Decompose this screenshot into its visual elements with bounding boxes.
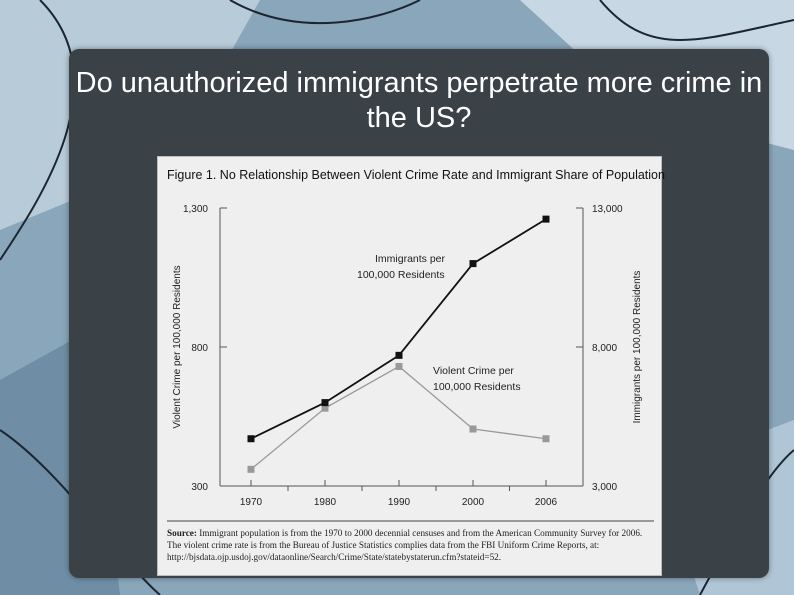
x-tick-label: 2006	[535, 497, 558, 508]
line-chart: 1,300 800 300 13,000 8,000 3,000 1970 1980 1990 2…	[167, 204, 654, 522]
immigrants-point	[321, 399, 329, 407]
x-tick-label: 1970	[240, 497, 263, 508]
left-tick-label: 300	[191, 482, 208, 493]
right-tick-label: 13,000	[592, 204, 623, 215]
source-text: Immigrant population is from the 1970 to…	[167, 528, 643, 562]
crime-series-label-line2: 100,000 Residents	[433, 381, 521, 393]
violent-crime-point	[542, 435, 550, 443]
source-label: Source:	[167, 528, 197, 538]
x-tick-label: 1990	[388, 497, 411, 508]
right-tick-label: 8,000	[592, 343, 617, 354]
right-tick-label: 3,000	[592, 482, 617, 493]
slide-title: Do unauthorized immigrants perpetrate mo…	[75, 67, 763, 134]
immigrants-point	[247, 435, 255, 443]
figure-source-note: Source: Immigrant population is from the…	[167, 527, 657, 563]
x-tick-label: 1980	[314, 497, 337, 508]
crime-series-label-line1: Violent Crime per	[433, 365, 514, 377]
right-axis-label: Immigrants per 100,000 Residents	[632, 271, 643, 424]
immigrants-point	[542, 215, 550, 223]
left-tick-label: 1,300	[183, 204, 208, 215]
violent-crime-point	[321, 404, 329, 412]
x-tick-label: 2000	[462, 497, 485, 508]
figure-title: Figure 1. No Relationship Between Violen…	[167, 168, 665, 182]
violent-crime-point	[469, 425, 477, 433]
immigrants-series-label-line1: Immigrants per	[375, 253, 446, 265]
immigrants-series-label-line2: 100,000 Residents	[357, 269, 445, 281]
immigrants-point	[395, 351, 403, 359]
violent-crime-point	[395, 362, 403, 370]
immigrants-point	[469, 260, 477, 268]
left-tick-label: 800	[191, 343, 208, 354]
violent-crime-point	[247, 465, 255, 473]
left-axis-label: Violent Crime per 100,000 Residents	[172, 265, 183, 428]
figure-card: Figure 1. No Relationship Between Violen…	[157, 156, 665, 576]
